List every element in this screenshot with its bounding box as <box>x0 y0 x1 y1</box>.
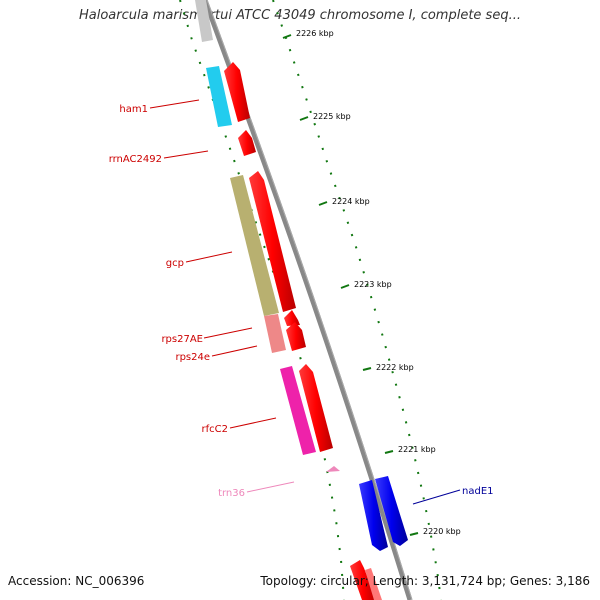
tick-2221 <box>384 450 394 454</box>
label-trn36: trn36 <box>218 488 245 499</box>
gene-rps24e-forward <box>286 322 306 351</box>
map-title: Haloarcula marismortui ATCC 43049 chromo… <box>79 8 521 23</box>
leader-rps27AE <box>203 327 253 339</box>
kbp-label-2225: 2225 kbp <box>313 112 351 121</box>
label-gcp: gcp <box>166 258 184 269</box>
label-rrnAC2492: rrnAC2492 <box>109 154 162 165</box>
gene-ham1-reverse <box>206 66 232 127</box>
genome-stats-text: Topology: circular; Length: 3,131,724 bp… <box>260 574 590 588</box>
leader-ham1 <box>149 99 200 109</box>
kbp-label-2222: 2222 kbp <box>376 363 414 372</box>
gene-ham1-forward <box>224 62 250 122</box>
gene-rfcC2 <box>280 366 316 455</box>
gene-gcp <box>230 175 279 316</box>
tick-2223 <box>340 284 350 289</box>
gene-gcp-forward <box>249 171 296 312</box>
leader-trn36 <box>246 481 295 493</box>
label-rfcC2: rfcC2 <box>202 424 228 435</box>
kbp-label-2223: 2223 kbp <box>354 280 392 289</box>
accession-text: Accession: NC_006396 <box>8 574 145 588</box>
tick-2224 <box>318 201 328 206</box>
leader-rrnAC2492 <box>163 150 209 159</box>
leader-rps24e <box>211 345 258 357</box>
kbp-label-2226: 2226 kbp <box>296 29 334 38</box>
gene-rps27AE <box>264 314 286 353</box>
gene-nadE1-b <box>375 476 408 546</box>
tick-2226 <box>282 34 292 39</box>
gene-rps27AE-forward <box>284 310 300 326</box>
gene-rrnAC2492 <box>238 130 256 156</box>
leader-rfcC2 <box>229 417 277 429</box>
gene-rfcC2-forward <box>299 364 333 452</box>
kbp-label-2221: 2221 kbp <box>398 445 436 454</box>
tick-2222 <box>362 367 372 371</box>
label-rps24e: rps24e <box>175 352 210 363</box>
label-ham1: ham1 <box>119 104 148 115</box>
label-nadE1: nadE1 <box>462 486 494 497</box>
outer-dotted-ring <box>272 0 442 600</box>
leader-nadE1 <box>412 489 461 505</box>
kbp-label-2220: 2220 kbp <box>423 527 461 536</box>
gene-bottom-forward <box>350 560 376 600</box>
kbp-label-2224: 2224 kbp <box>332 197 370 206</box>
gene-bottom-light <box>365 568 382 600</box>
leader-gcp <box>185 251 233 263</box>
tick-2220 <box>409 532 419 536</box>
gene-nadE1-a <box>359 480 388 551</box>
gene-trn36 <box>326 466 340 472</box>
label-rps27AE: rps27AE <box>161 334 203 345</box>
tick-2225 <box>299 116 309 121</box>
gray-gene-top <box>195 0 213 42</box>
